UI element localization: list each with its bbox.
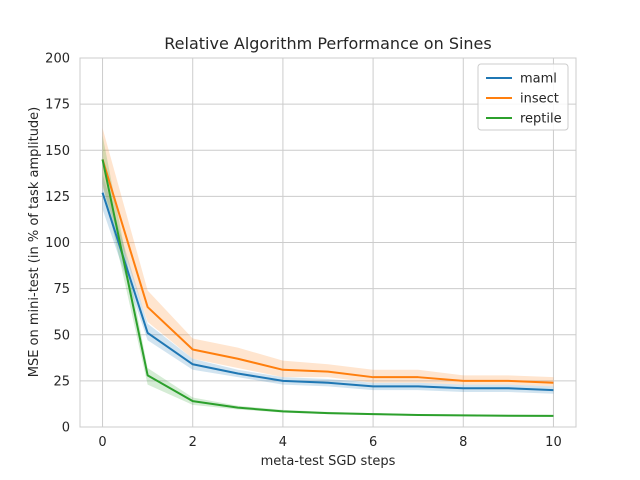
x-axis-label: meta-test SGD steps <box>261 454 396 469</box>
plot-area: 0 2 4 6 8 100255075100125150175200mamlinsectr… <box>45 52 577 450</box>
y-tick-label: 50 <box>53 328 70 343</box>
y-tick-label: 25 <box>53 374 70 389</box>
y-axis-label: MSE on mini-test (in % of task amplitude… <box>27 107 42 378</box>
y-tick-label: 100 <box>45 236 70 251</box>
x-tick-label: 8 <box>459 435 467 450</box>
x-tick-label: 6 <box>369 435 377 450</box>
x-tick-label: 0 <box>98 435 106 450</box>
x-tick-label: 4 <box>279 435 287 450</box>
chart-title: Relative Algorithm Performance on Sines <box>164 34 491 53</box>
x-tick-label: 10 <box>545 435 562 450</box>
legend-box <box>477 63 569 131</box>
series-line-insect <box>101 159 554 384</box>
series-line-maml <box>101 192 554 392</box>
legend-label-maml: maml <box>520 72 557 87</box>
x-tick-label: 2 <box>189 435 197 450</box>
y-tick-label: 150 <box>45 144 70 159</box>
legend-label-insect: insect <box>520 92 559 107</box>
y-tick-label: 125 <box>45 190 70 205</box>
series-line-reptile <box>101 159 554 417</box>
plot-frame <box>79 57 577 428</box>
y-tick-label: 75 <box>53 282 70 297</box>
y-tick-label: 0 <box>62 421 70 436</box>
legend: maml insect reptile <box>477 63 569 131</box>
legend-label-reptile: reptile <box>520 112 562 127</box>
y-tick-label: 200 <box>45 52 70 67</box>
y-tick-label: 175 <box>45 98 70 113</box>
